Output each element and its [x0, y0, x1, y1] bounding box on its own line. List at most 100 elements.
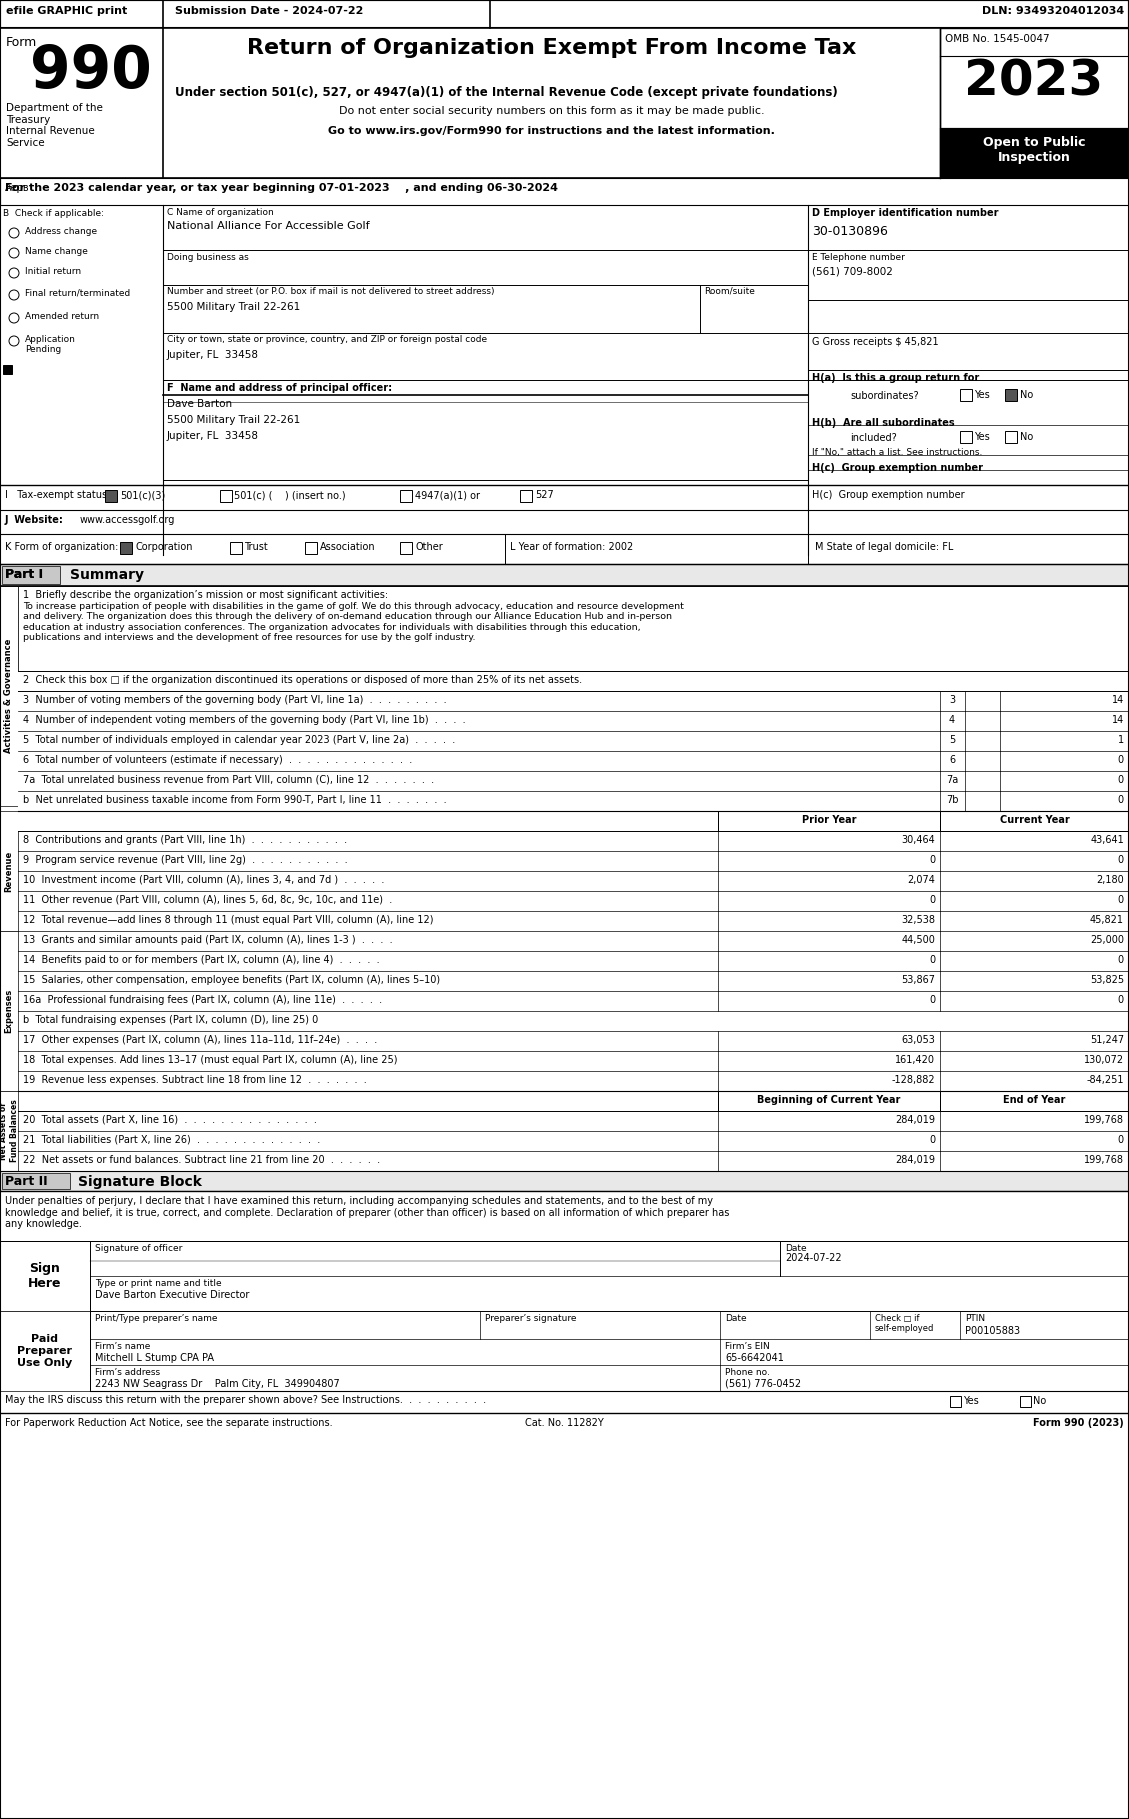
Text: 5  Total number of individuals employed in calendar year 2023 (Part V, line 2a) : 5 Total number of individuals employed i…	[23, 735, 455, 746]
Text: 2,074: 2,074	[907, 875, 935, 886]
Text: E Telephone number: E Telephone number	[812, 253, 904, 262]
Bar	[0, 178, 1129, 206]
Text: 14: 14	[1112, 695, 1124, 706]
Bar	[0, 811, 18, 931]
Text: Open to Public
Inspection: Open to Public Inspection	[982, 136, 1085, 164]
Text: Department of the
Treasury
Internal Revenue
Service: Department of the Treasury Internal Reve…	[6, 104, 103, 147]
Text: 12  Total revenue—add lines 8 through 11 (must equal Part VIII, column (A), line: 12 Total revenue—add lines 8 through 11 …	[23, 915, 434, 926]
Text: Signature of officer: Signature of officer	[95, 1244, 183, 1253]
Bar	[105, 489, 117, 502]
Text: 0: 0	[1118, 1135, 1124, 1144]
Bar	[18, 586, 1129, 671]
Text: 11  Other revenue (Part VIII, column (A), lines 5, 6d, 8c, 9c, 10c, and 11e)  .: 11 Other revenue (Part VIII, column (A),…	[23, 895, 392, 906]
Text: (561) 776-0452: (561) 776-0452	[725, 1379, 802, 1390]
Bar	[0, 486, 1129, 509]
Text: Date: Date	[785, 1244, 806, 1253]
Text: 53,825: 53,825	[1089, 975, 1124, 986]
Bar	[0, 1241, 90, 1311]
Bar	[2, 566, 60, 584]
Text: Paid
Preparer
Use Only: Paid Preparer Use Only	[17, 1335, 72, 1368]
Text: 501(c) (    ) (insert no.): 501(c) ( ) (insert no.)	[234, 489, 345, 500]
Bar	[2, 1173, 70, 1190]
Text: Jupiter, FL  33458: Jupiter, FL 33458	[167, 431, 259, 440]
Text: Under penalties of perjury, I declare that I have examined this return, includin: Under penalties of perjury, I declare th…	[5, 1197, 729, 1230]
Text: M State of legal domicile: FL: M State of legal domicile: FL	[815, 542, 953, 551]
Bar	[120, 542, 132, 555]
Text: 0: 0	[1118, 755, 1124, 766]
Text: 5500 Military Trail 22-261: 5500 Military Trail 22-261	[167, 415, 300, 426]
Text: Doing business as: Doing business as	[167, 253, 248, 262]
Bar	[18, 811, 718, 831]
Text: P00105883: P00105883	[965, 1326, 1021, 1335]
Bar	[18, 751, 1129, 771]
Text: K Form of organization:: K Form of organization:	[5, 542, 119, 551]
Text: L Year of formation: 2002: L Year of formation: 2002	[510, 542, 633, 551]
Text: 2  Check this box □ if the organization discontinued its operations or disposed : 2 Check this box □ if the organization d…	[23, 675, 583, 686]
Text: 6: 6	[949, 755, 955, 766]
Bar	[718, 1091, 940, 1111]
Bar	[18, 711, 1129, 731]
Text: 30,464: 30,464	[901, 835, 935, 846]
Text: 7a: 7a	[946, 775, 959, 786]
Text: 53,867: 53,867	[901, 975, 935, 986]
Bar	[780, 1241, 1129, 1275]
Text: Part I: Part I	[5, 568, 43, 580]
Text: 45,821: 45,821	[1089, 915, 1124, 926]
Text: (561) 709-8002: (561) 709-8002	[812, 267, 893, 276]
Text: Trust: Trust	[244, 542, 268, 551]
Text: Prior Year: Prior Year	[802, 815, 856, 826]
Text: G Gross receipts $ 45,821: G Gross receipts $ 45,821	[812, 337, 938, 347]
Bar	[0, 1171, 1129, 1191]
Text: Type or print name and title: Type or print name and title	[95, 1279, 221, 1288]
Text: Check □ if
self-employed: Check □ if self-employed	[875, 1313, 935, 1333]
Text: efile GRAPHIC print: efile GRAPHIC print	[6, 5, 128, 16]
Bar	[18, 731, 1129, 751]
Text: H(c)  Group exemption number: H(c) Group exemption number	[812, 489, 964, 500]
Text: 25,000: 25,000	[1089, 935, 1124, 946]
Text: 30-0130896: 30-0130896	[812, 226, 887, 238]
Text: 0: 0	[1118, 855, 1124, 866]
Bar	[305, 542, 317, 555]
Text: 43,641: 43,641	[1091, 835, 1124, 846]
Text: 0: 0	[929, 995, 935, 1006]
Text: 17  Other expenses (Part IX, column (A), lines 11a–11d, 11f–24e)  .  .  .  .: 17 Other expenses (Part IX, column (A), …	[23, 1035, 377, 1044]
Text: Firm’s EIN: Firm’s EIN	[725, 1342, 770, 1352]
Bar	[18, 791, 1129, 811]
Text: Current Year: Current Year	[999, 815, 1069, 826]
Text: included?: included?	[850, 433, 896, 444]
Text: 18  Total expenses. Add lines 13–17 (must equal Part IX, column (A), line 25): 18 Total expenses. Add lines 13–17 (must…	[23, 1055, 397, 1064]
Bar	[940, 127, 1129, 178]
Text: 14  Benefits paid to or for members (Part IX, column (A), line 4)  .  .  .  .  .: 14 Benefits paid to or for members (Part…	[23, 955, 379, 966]
Text: I   Tax-exempt status:: I Tax-exempt status:	[5, 489, 111, 500]
Text: Return of Organization Exempt From Income Tax: Return of Organization Exempt From Incom…	[247, 38, 856, 58]
Text: City or town, state or province, country, and ZIP or foreign postal code: City or town, state or province, country…	[167, 335, 487, 344]
Bar	[220, 489, 231, 502]
Text: Preparer’s signature: Preparer’s signature	[485, 1313, 577, 1322]
Text: 14: 14	[1112, 715, 1124, 726]
Bar	[0, 564, 1129, 586]
Text: Corporation: Corporation	[135, 542, 193, 551]
Text: -128,882: -128,882	[892, 1075, 935, 1084]
Text: 22  Net assets or fund balances. Subtract line 21 from line 20  .  .  .  .  .  .: 22 Net assets or fund balances. Subtract…	[23, 1155, 380, 1164]
Text: No: No	[1033, 1395, 1047, 1406]
Text: 20  Total assets (Part X, line 16)  .  .  .  .  .  .  .  .  .  .  .  .  .  .  .: 20 Total assets (Part X, line 16) . . . …	[23, 1115, 317, 1124]
Text: 0: 0	[1118, 795, 1124, 806]
Bar	[1005, 389, 1017, 400]
Bar	[960, 389, 972, 400]
Bar	[940, 27, 1129, 178]
Text: For the 2023 calendar year, or tax year beginning 07-01-2023    , and ending 06-: For the 2023 calendar year, or tax year …	[5, 184, 558, 193]
Text: 51,247: 51,247	[1089, 1035, 1124, 1044]
Text: Yes: Yes	[974, 431, 990, 442]
Bar	[18, 671, 1129, 691]
Text: 0: 0	[1118, 995, 1124, 1006]
Text: 0: 0	[1118, 895, 1124, 906]
Bar	[0, 0, 1129, 27]
Text: Jupiter, FL  33458: Jupiter, FL 33458	[167, 349, 259, 360]
Text: 4947(a)(1) or: 4947(a)(1) or	[415, 489, 480, 500]
Text: J  Website:: J Website:	[5, 515, 64, 526]
Text: H(c)  Group exemption number: H(c) Group exemption number	[812, 464, 983, 473]
Text: 199,768: 199,768	[1084, 1115, 1124, 1124]
Text: H(b)  Are all subordinates: H(b) Are all subordinates	[812, 418, 955, 427]
Text: Part II: Part II	[5, 1175, 47, 1188]
Text: 15  Salaries, other compensation, employee benefits (Part IX, column (A), lines : 15 Salaries, other compensation, employe…	[23, 975, 440, 986]
